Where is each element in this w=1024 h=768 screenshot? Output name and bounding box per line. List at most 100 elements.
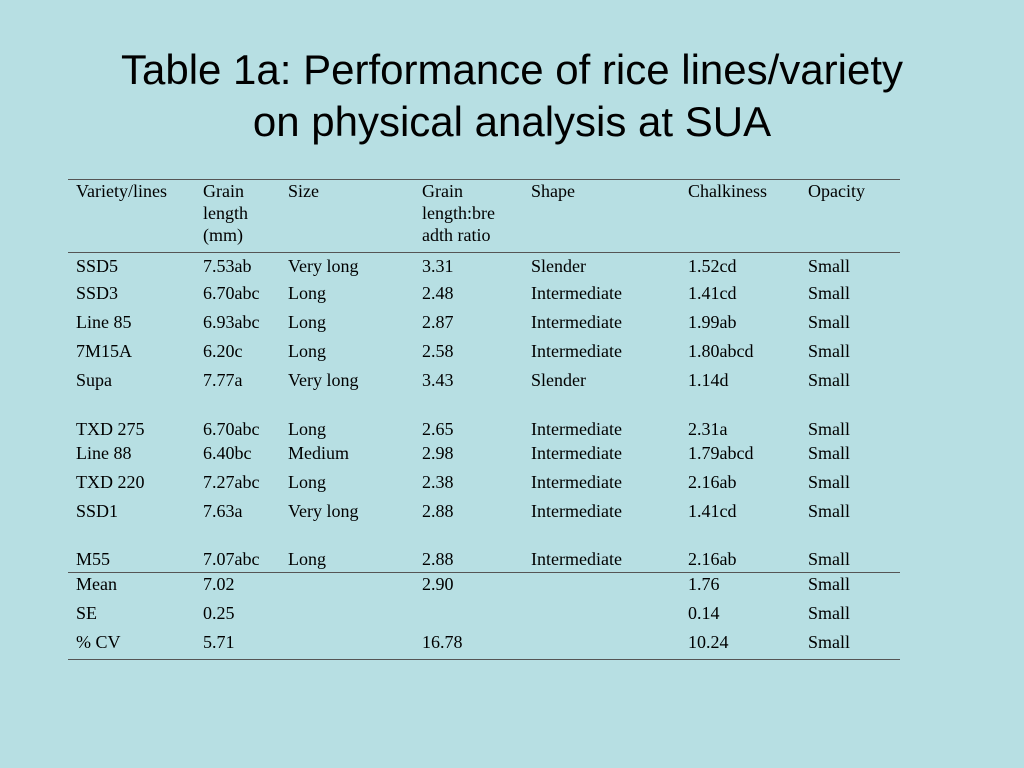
table-cell-shape: Intermediate <box>531 311 622 332</box>
table-cell-opacity: Small <box>808 549 851 569</box>
column-header-line: Size <box>288 181 319 201</box>
table-cell-grain-length: 6.70abc <box>203 418 260 439</box>
summary-cell-grain-ratio <box>414 602 523 631</box>
summary-cell-grain-length: 7.02 <box>203 574 235 594</box>
summary-cell-grain-length: 5.71 <box>203 631 235 652</box>
column-header-variety-lines: Variety/lines <box>68 180 195 253</box>
column-header-line: adth ratio <box>422 225 491 245</box>
table-cell-chalkiness: 2.16ab <box>688 549 737 569</box>
table-cell-size: Long <box>288 311 326 332</box>
table-cell-grain-length: 6.70abc <box>203 282 260 303</box>
table-row: Line 88 6.40bc Medium 2.98 Intermediate 1.79a… <box>68 442 900 471</box>
table-cell-grain-ratio: 2.98 <box>422 442 454 463</box>
table-cell-opacity: Small <box>808 311 851 332</box>
column-header-shape: Shape <box>523 180 680 253</box>
column-header-line: Variety/lines <box>76 181 167 201</box>
table-row: SSD1 7.63a Very long 2.88 Intermediate 1.41cd… <box>68 500 900 529</box>
table-cell-size: Medium <box>288 442 349 463</box>
column-header-line: (mm) <box>203 225 243 245</box>
column-header-size: Size <box>280 180 414 253</box>
table-cell-grain-ratio: 2.58 <box>422 340 454 361</box>
column-header-opacity: Opacity <box>800 180 900 253</box>
summary-cell-opacity: Small <box>808 574 851 594</box>
table-cell-size: Very long <box>288 500 359 521</box>
table-cell-shape: Slender <box>531 256 586 276</box>
summary-cell-grain-ratio: 16.78 <box>422 631 463 652</box>
column-header-line: Chalkiness <box>688 181 767 201</box>
table-row: SSD3 6.70abc Long 2.48 Intermediate 1.41cd Sma… <box>68 282 900 311</box>
table-cell-opacity: Small <box>808 256 851 276</box>
column-header-chalkiness: Chalkiness <box>680 180 800 253</box>
summary-cell-opacity: Small <box>808 631 851 652</box>
summary-cell-chalkiness: 10.24 <box>688 631 729 652</box>
column-header-line: length <box>203 203 248 223</box>
table-cell-variety-lines: TXD 220 <box>76 471 145 492</box>
table-cell-shape: Intermediate <box>531 471 622 492</box>
table-cell-grain-length: 7.63a <box>203 500 243 521</box>
table-body: SSD5 7.53ab Very long 3.31 Slender 1.52cd Smal… <box>68 253 900 573</box>
summary-row: Mean 7.02 2.90 1.76 Small <box>68 572 900 602</box>
table-row: Supa 7.77a Very long 3.43 Slender 1.14d Small <box>68 369 900 398</box>
table-row: 7M15A 6.20c Long 2.58 Intermediate 1.80abcd Sm… <box>68 340 900 369</box>
table-cell-variety-lines: Line 88 <box>76 442 132 463</box>
summary-cell-grain-length: 0.25 <box>203 602 235 623</box>
table-cell-variety-lines: M55 <box>76 549 111 569</box>
table-cell-shape: Intermediate <box>531 418 622 439</box>
summary-cell-grain-ratio: 2.90 <box>422 574 454 594</box>
table-cell-opacity: Small <box>808 442 851 463</box>
table-cell-chalkiness: 2.16ab <box>688 471 737 492</box>
summary-cell-shape <box>523 573 680 602</box>
table-cell-grain-ratio: 2.48 <box>422 282 454 303</box>
performance-table: Variety/lines Grain length (mm) Size Grain len… <box>68 179 900 660</box>
table-cell-chalkiness: 1.41cd <box>688 282 737 303</box>
table-cell-grain-ratio: 3.31 <box>422 256 454 276</box>
table-cell-grain-ratio: 2.88 <box>422 500 454 521</box>
table-cell-chalkiness: 1.80abcd <box>688 340 754 361</box>
summary-row: SE 0.25 0.14 Small <box>68 602 900 631</box>
table-cell-variety-lines: TXD 275 <box>76 418 145 439</box>
table-header: Variety/lines Grain length (mm) Size Grain len… <box>68 179 900 253</box>
table-cell-shape: Intermediate <box>531 549 622 569</box>
table-cell-grain-length: 6.93abc <box>203 311 260 332</box>
table-cell-shape: Intermediate <box>531 340 622 361</box>
table-cell-size: Long <box>288 418 326 439</box>
header-row: Variety/lines Grain length (mm) Size Grain len… <box>68 179 900 253</box>
table-cell-opacity: Small <box>808 282 851 303</box>
table-cell-grain-length: 7.07abc <box>203 549 260 569</box>
table-cell-chalkiness: 2.31a <box>688 418 728 439</box>
table-cell-size: Long <box>288 340 326 361</box>
table-cell-grain-ratio: 2.38 <box>422 471 454 492</box>
table-cell-size: Long <box>288 282 326 303</box>
summary-cell-shape <box>523 602 680 631</box>
column-header-line: Grain <box>203 181 244 201</box>
summary-cell-variety-lines: SE <box>76 602 98 623</box>
table-cell-shape: Slender <box>531 369 586 390</box>
column-header-grain-ratio: Grain length:bre adth ratio <box>414 180 523 253</box>
summary-cell-size <box>280 631 414 660</box>
table-cell-grain-length: 6.20c <box>203 340 243 361</box>
summary-cell-size <box>280 602 414 631</box>
table-cell-size: Very long <box>288 369 359 390</box>
table-cell-variety-lines: Supa <box>76 369 112 390</box>
table-cell-chalkiness: 1.99ab <box>688 311 737 332</box>
table-cell-grain-ratio: 2.87 <box>422 311 454 332</box>
table-cell-size: Long <box>288 549 326 569</box>
column-header-line: Opacity <box>808 181 865 201</box>
summary-cell-chalkiness: 1.76 <box>688 574 720 594</box>
table-cell-shape: Intermediate <box>531 282 622 303</box>
column-header-grain-length: Grain length (mm) <box>195 180 280 253</box>
table-cell-variety-lines: Line 85 <box>76 311 132 332</box>
slide-title: Table 1a: Performance of rice lines/vari… <box>40 44 984 148</box>
table-summary: Mean 7.02 2.90 1.76 Small SE 0.25 0.14 Small% CV… <box>68 572 900 660</box>
table-cell-opacity: Small <box>808 340 851 361</box>
table-cell-grain-ratio: 2.65 <box>422 418 454 439</box>
table-cell-variety-lines: SSD1 <box>76 500 119 521</box>
summary-cell-chalkiness: 0.14 <box>688 602 720 623</box>
slide-title-line-1: Table 1a: Performance of rice lines/vari… <box>120 46 904 93</box>
table-cell-grain-ratio: 2.88 <box>422 549 454 569</box>
table-cell-chalkiness: 1.52cd <box>688 256 737 276</box>
table-cell-chalkiness: 1.79abcd <box>688 442 754 463</box>
table-row: TXD 275 6.70abc Long 2.65 Intermediate 2.31a S… <box>68 398 900 442</box>
table-cell-grain-length: 7.53ab <box>203 256 252 276</box>
